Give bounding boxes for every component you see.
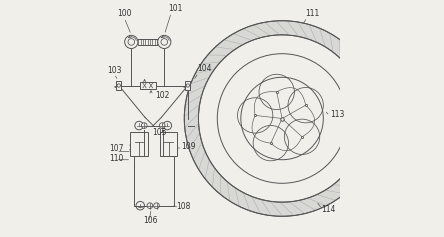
Text: 100: 100 [118,9,132,18]
Circle shape [184,21,380,216]
Circle shape [147,203,153,209]
Text: 114: 114 [321,205,335,214]
Circle shape [159,123,165,128]
Circle shape [117,84,120,87]
Text: 102: 102 [155,91,169,100]
Bar [160,132,177,156]
Text: 108: 108 [176,202,190,211]
Bar [140,82,156,89]
Text: 111: 111 [305,9,320,18]
Text: 104: 104 [197,64,212,73]
Text: 105: 105 [152,128,167,137]
Text: 107: 107 [109,145,124,154]
Circle shape [142,123,147,128]
Text: 113: 113 [330,110,345,119]
Bar [185,81,190,90]
Text: 110: 110 [109,154,124,163]
Circle shape [154,203,159,209]
Text: 101: 101 [168,4,182,13]
Bar [130,132,148,156]
Circle shape [198,35,366,202]
Circle shape [186,84,190,87]
Bar [116,81,121,90]
Text: 106: 106 [143,216,158,225]
Text: 103: 103 [107,66,122,75]
Text: 109: 109 [181,142,195,151]
